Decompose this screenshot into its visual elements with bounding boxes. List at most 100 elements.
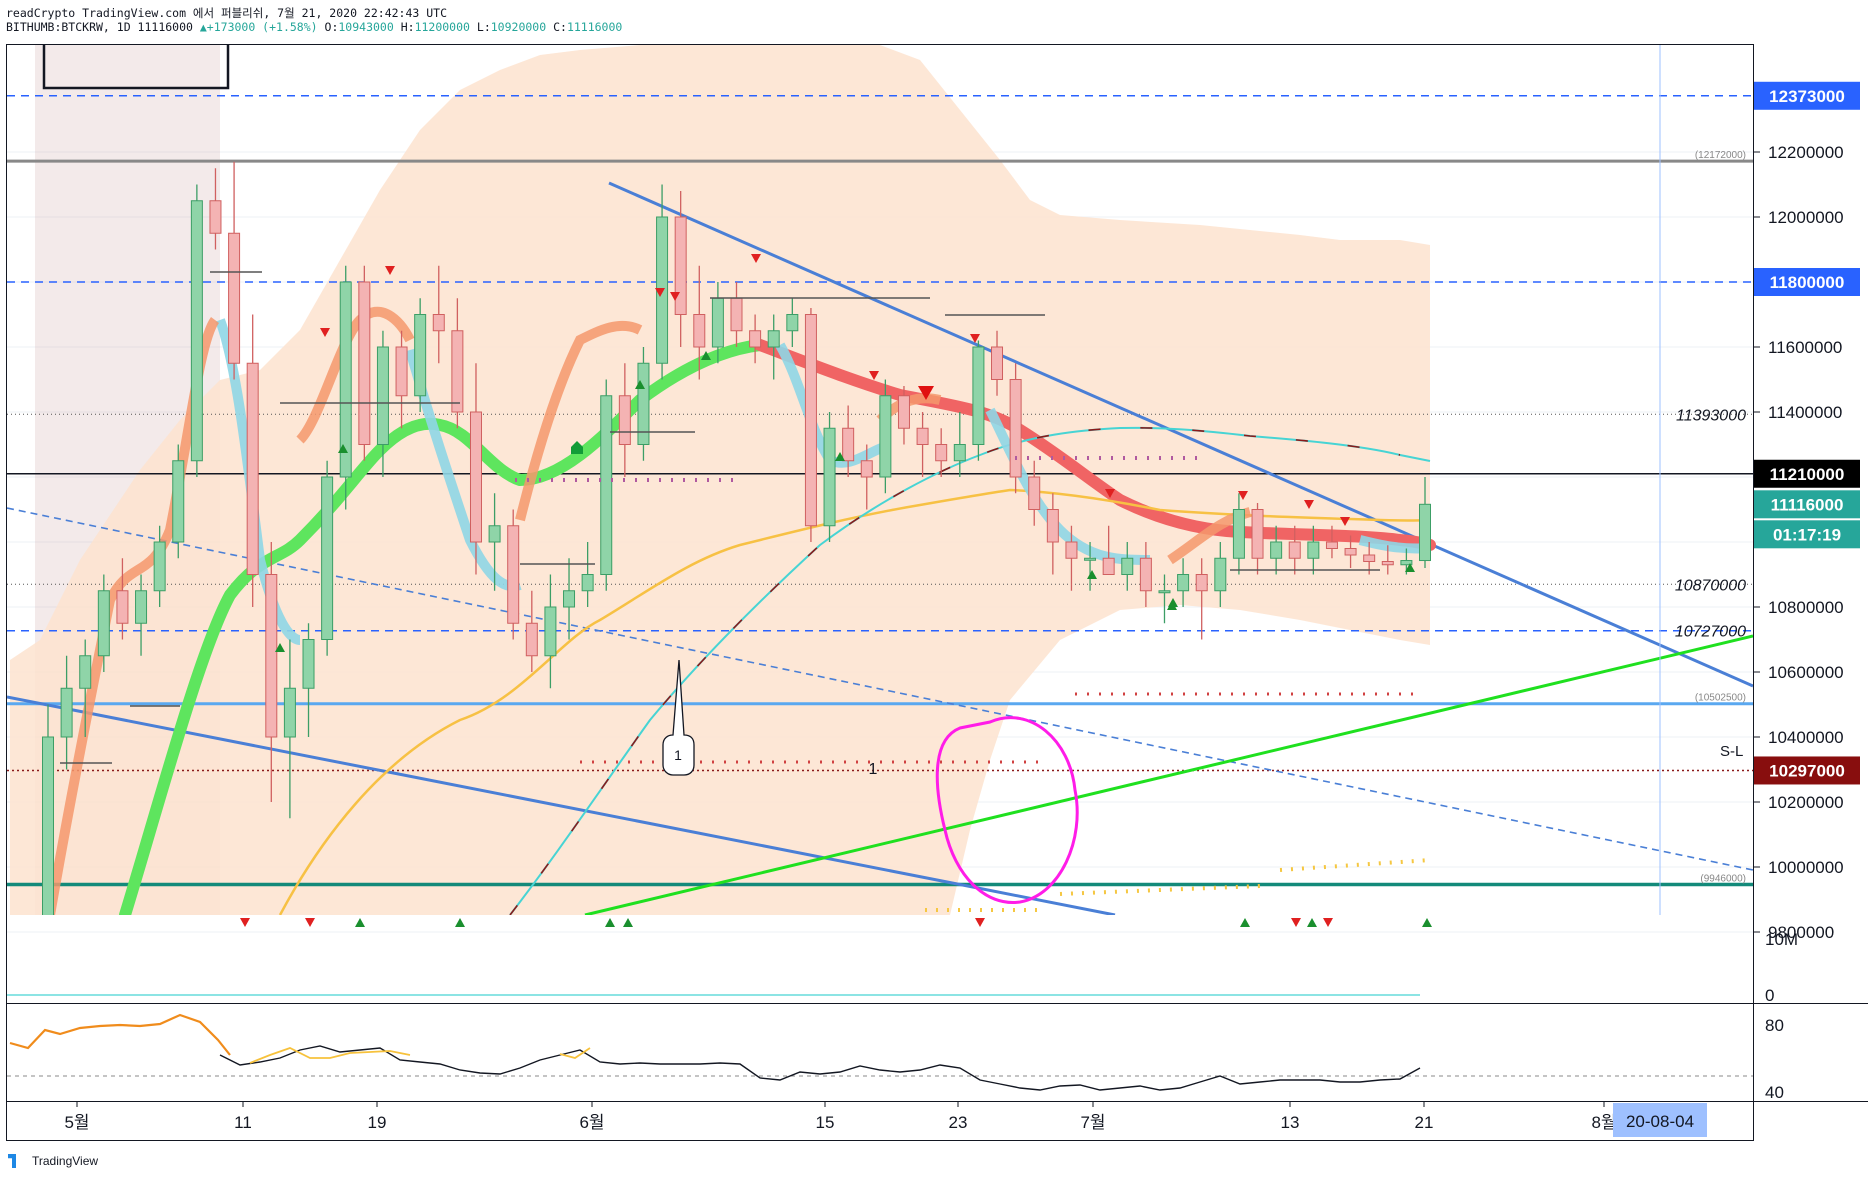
sell-signal-marker bbox=[1291, 918, 1301, 927]
sell-signal-marker bbox=[305, 918, 315, 927]
osc-line-yellow bbox=[249, 1047, 591, 1064]
candle-body bbox=[786, 314, 799, 332]
buy-signal-marker bbox=[623, 918, 633, 927]
box-marker bbox=[42, 45, 230, 90]
candle-body bbox=[730, 297, 743, 332]
price-badge bbox=[1754, 81, 1860, 110]
ma-darkred-line bbox=[509, 427, 1401, 915]
candle-body bbox=[711, 297, 724, 348]
date-badge bbox=[1613, 1103, 1707, 1137]
candle-body bbox=[321, 476, 334, 640]
high-value: 11200000 bbox=[414, 20, 470, 34]
buy-signal-marker bbox=[1087, 570, 1097, 579]
price-tick-label: 10800000 bbox=[1768, 598, 1844, 617]
candle-body bbox=[1288, 541, 1301, 559]
callout-label: 1 bbox=[674, 747, 682, 763]
price-badge bbox=[1754, 756, 1860, 785]
candle-body bbox=[897, 395, 910, 429]
candle-body bbox=[395, 346, 408, 397]
osc-line-black bbox=[219, 1045, 1421, 1091]
candle-body bbox=[525, 622, 538, 657]
symbol-info: BITHUMB:BTCKRW, 1D 11116000 bbox=[6, 20, 193, 34]
change-info: ▲+173000 (+1.58%) bbox=[199, 20, 318, 34]
level-small-label: (12172000) bbox=[1695, 150, 1746, 161]
ma-teal-dark-line bbox=[509, 426, 1431, 915]
trend-line-green bbox=[584, 634, 1753, 915]
candle-body bbox=[767, 330, 780, 348]
time-tick-label: 8월 bbox=[1591, 1113, 1616, 1132]
price-badge-label: 11210000 bbox=[1770, 465, 1845, 484]
candle-body bbox=[153, 541, 166, 592]
candle-body bbox=[823, 427, 836, 527]
buy-signal-marker bbox=[701, 351, 711, 360]
candle-body bbox=[116, 590, 129, 624]
candle-body bbox=[358, 281, 371, 445]
sell-signal-marker bbox=[869, 371, 879, 380]
candle-body bbox=[693, 314, 706, 348]
candle-body bbox=[1158, 590, 1171, 594]
countdown-label: 01:17:19 bbox=[1773, 525, 1841, 544]
candle-body bbox=[1139, 557, 1152, 592]
candle-body bbox=[972, 346, 985, 445]
sell-signal-marker bbox=[1238, 491, 1248, 500]
candle-body bbox=[135, 590, 148, 624]
buy-signal-marker bbox=[455, 918, 465, 927]
candlestick-series bbox=[42, 161, 1431, 915]
candle-body bbox=[1065, 541, 1078, 559]
price-tick-label: 9800000 bbox=[1768, 923, 1834, 942]
candle-body bbox=[1177, 574, 1190, 592]
time-axis[interactable]: 5월 11 19 6월 15 23 7월 13 21 8월 bbox=[64, 1101, 1617, 1132]
sell-signal-marker bbox=[751, 254, 761, 263]
low-value: 10920000 bbox=[490, 20, 547, 34]
sell-signal-marker bbox=[1304, 500, 1314, 509]
buy-signal-marker bbox=[1422, 918, 1432, 927]
high-label: H: bbox=[400, 20, 415, 34]
candle-body bbox=[1102, 557, 1115, 575]
buy-signal-marker bbox=[1240, 918, 1250, 927]
candle-body bbox=[1084, 557, 1097, 561]
buy-signal-marker bbox=[355, 918, 365, 927]
sell-signal-marker bbox=[670, 292, 680, 301]
buy-signal-marker bbox=[635, 380, 645, 389]
tradingview-logo-icon bbox=[8, 1154, 16, 1168]
candle-body bbox=[860, 460, 873, 478]
candle-body bbox=[376, 346, 389, 445]
price-tick-label: 10400000 bbox=[1768, 728, 1844, 747]
osc-tick: 80 bbox=[1765, 1016, 1784, 1035]
sell-signal-marker bbox=[320, 328, 330, 337]
signal-markers bbox=[275, 254, 1415, 652]
close-value: 11116000 bbox=[566, 20, 623, 34]
price-axis[interactable]: 12200000 12000000 11800000 11600000 11400000… bbox=[1675, 81, 1860, 942]
price-tick-label: 12200000 bbox=[1768, 143, 1844, 162]
red-down-marker bbox=[918, 386, 934, 400]
trend-line-blue-dashed bbox=[7, 507, 1753, 871]
candle-body bbox=[953, 444, 966, 462]
price-badge bbox=[1754, 268, 1860, 296]
sell-signal-marker bbox=[970, 334, 980, 343]
candle-body bbox=[228, 232, 241, 364]
close-label: C: bbox=[553, 20, 567, 34]
time-tick-label: 23 bbox=[949, 1113, 968, 1132]
sell-signal-marker bbox=[975, 918, 985, 927]
candle-body bbox=[79, 655, 92, 689]
candle-body bbox=[544, 606, 557, 657]
sell-signal-marker bbox=[1340, 517, 1350, 526]
buy-signal-marker bbox=[1168, 598, 1178, 607]
price-tick-label: 11600000 bbox=[1768, 338, 1842, 357]
candle-body bbox=[581, 574, 594, 592]
time-tick-label: 21 bbox=[1415, 1113, 1434, 1132]
house-marker bbox=[571, 441, 583, 454]
candle-body bbox=[209, 200, 222, 234]
candle-body bbox=[916, 427, 929, 445]
buy-signal-marker bbox=[275, 643, 285, 652]
candle-body bbox=[1251, 509, 1264, 559]
price-tick-label: 10000000 bbox=[1768, 858, 1844, 877]
callout-marker bbox=[662, 659, 695, 776]
price-badge-label: 11116000 bbox=[1771, 495, 1844, 514]
sl-label: S-L bbox=[1720, 743, 1743, 760]
candle-body bbox=[879, 395, 892, 478]
tradingview-logo[interactable]: TradingView bbox=[8, 1154, 98, 1168]
buy-signal-marker bbox=[1405, 563, 1415, 572]
price-badge-label: 11800000 bbox=[1770, 273, 1845, 292]
